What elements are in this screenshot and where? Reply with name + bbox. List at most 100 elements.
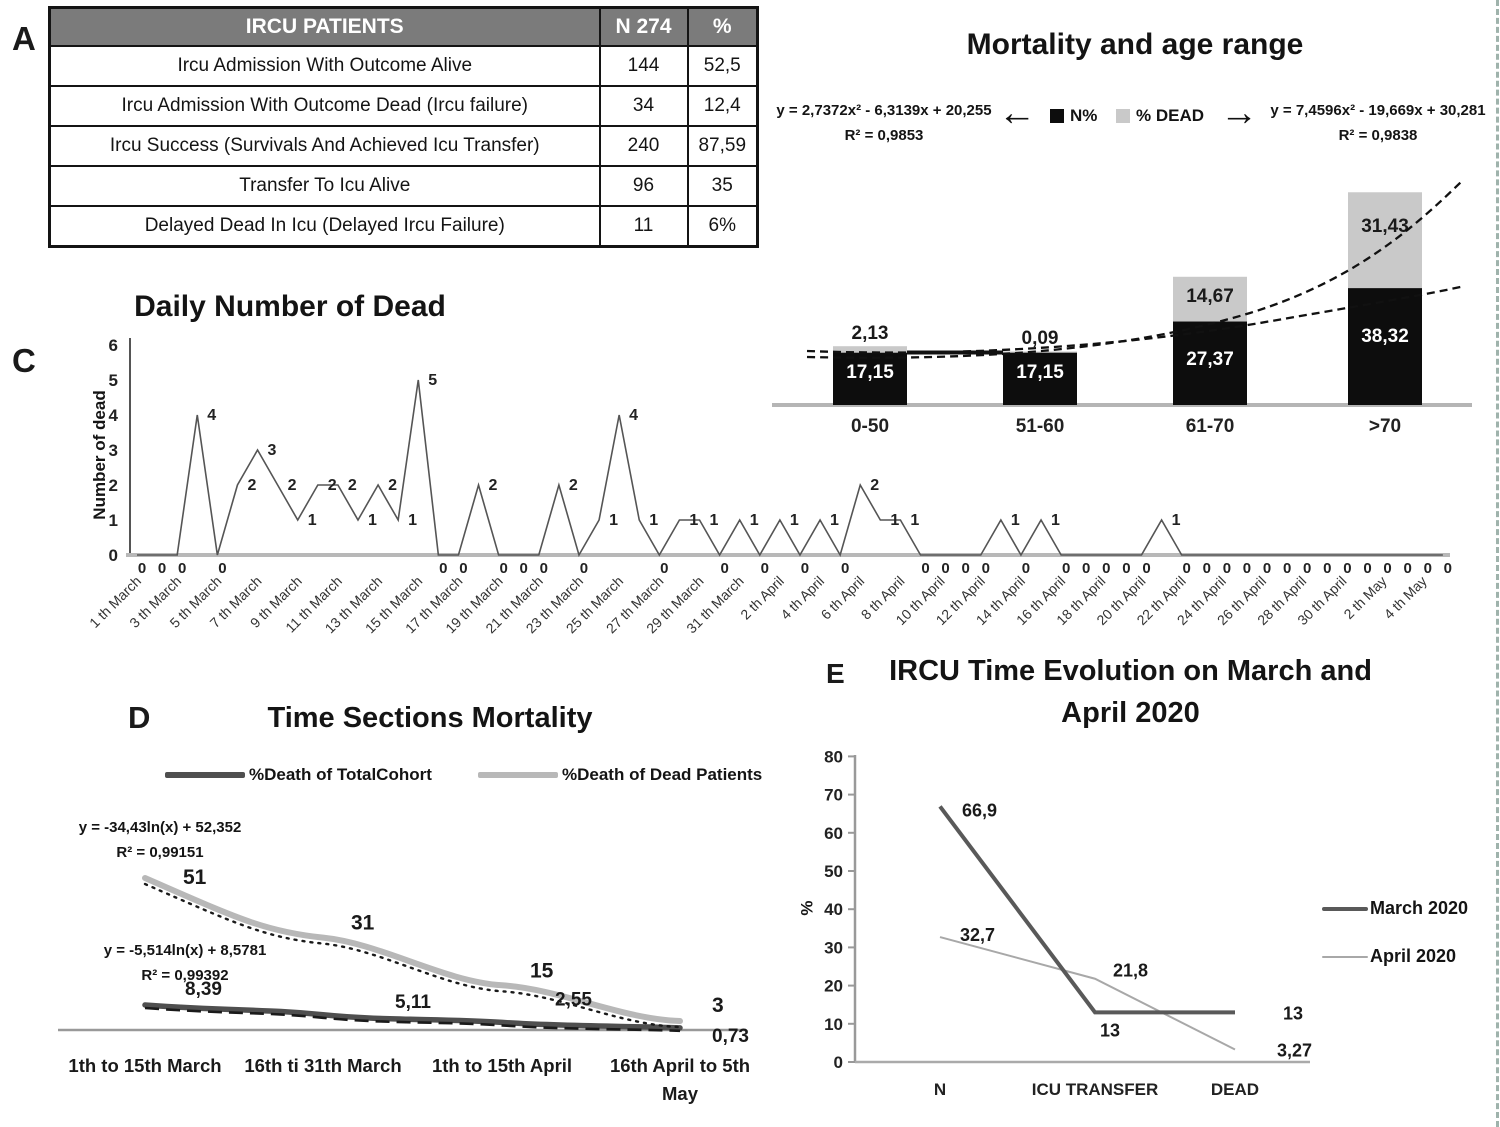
point-label-zero: 0: [499, 560, 507, 577]
dead-patients-legend-label: %Death of Dead Patients: [562, 765, 763, 784]
sections-legend-dead: %Death of Dead Patients: [478, 765, 762, 785]
trend-curve-dead: [806, 179, 1464, 359]
cohort-value-label: 0,73: [712, 1026, 749, 1047]
y-tick-label: 3: [109, 441, 118, 460]
point-label-zero: 0: [218, 560, 226, 577]
bar-label-n: 38,32: [1361, 326, 1409, 347]
y-tick-label: 40: [824, 900, 843, 919]
age-legend-n: N%: [1050, 106, 1097, 126]
row-pct: 35: [686, 165, 759, 207]
time-sections-line-chart: 51 31 15 3 8,39 5,11 2,55 0,73 1th to 15th March…: [58, 866, 750, 1104]
dead-patients-line: [142, 875, 683, 1025]
trend-dotted-dead: [143, 882, 682, 1029]
point-label: 1: [689, 512, 698, 529]
point-label-zero: 0: [540, 560, 548, 577]
point-label-zero: 0: [921, 560, 929, 577]
table-header-row: IRCU PATIENTS N 274 %: [48, 6, 759, 47]
age-trend-right-equation: y = 7,4596x² - 19,669x + 30,281 R² = 0,9…: [1256, 98, 1500, 148]
point-label: 2: [348, 477, 357, 494]
sections-chart-title: Time Sections Mortality: [267, 702, 593, 734]
bar-segment-dead: [1173, 276, 1247, 322]
bar-segment-n: [1173, 321, 1247, 405]
point-label-zero: 0: [1403, 560, 1411, 577]
evolution-legend-april: April 2020: [1322, 946, 1456, 967]
y-tick-label: 1: [109, 511, 118, 530]
march-value-label: 13: [1283, 1003, 1303, 1023]
daily-dead-line: [137, 379, 1443, 558]
category-label: 1th to 15th April: [432, 1055, 572, 1076]
category-label: 51-60: [1016, 416, 1065, 437]
x-tick-label: 4 th May: [1381, 573, 1430, 622]
point-label-zero: 0: [1343, 560, 1351, 577]
point-label-zero: 0: [1424, 560, 1432, 577]
x-tick-label: 4 th April: [777, 573, 827, 623]
point-label-zero: 0: [1444, 560, 1452, 577]
point-label: 1: [609, 512, 618, 529]
category-label: May: [662, 1083, 699, 1104]
point-label: 2: [328, 477, 337, 494]
equation-text: y = -5,514ln(x) + 8,5781: [103, 942, 267, 959]
row-label: Delayed Dead In Icu (Delayed Ircu Failur…: [48, 205, 601, 248]
pct-dead-swatch-icon: [1116, 109, 1130, 123]
category-label: DEAD: [1211, 1080, 1259, 1099]
table-row: Delayed Dead In Icu (Delayed Ircu Failur…: [48, 205, 759, 248]
bar-label-dead: 2,13: [852, 323, 889, 344]
march-line: [938, 805, 1235, 1015]
point-label-zero: 0: [720, 560, 728, 577]
point-label: 1: [308, 512, 317, 529]
sections-legend-cohort: %Death of TotalCohort: [165, 765, 432, 785]
point-label: 1: [890, 512, 899, 529]
point-label-zero: 0: [1122, 560, 1130, 577]
april-legend-label: April 2020: [1370, 946, 1457, 966]
row-n: 96: [598, 165, 689, 207]
point-label: 2: [489, 477, 498, 494]
point-label: 1: [408, 512, 417, 529]
dead-patients-line-swatch-icon: [478, 772, 558, 778]
row-pct: 6%: [686, 205, 759, 248]
row-n: 144: [598, 45, 689, 87]
march-value-label: 66,9: [962, 800, 997, 820]
evolution-title-line2: April 2020: [1061, 697, 1200, 729]
trend-curve-n: [806, 284, 1466, 354]
y-tick-label: 0: [834, 1053, 843, 1072]
row-label: Ircu Admission With Outcome Dead (Ircu f…: [48, 85, 601, 127]
point-label: 2: [870, 477, 879, 494]
point-label: 1: [1172, 512, 1181, 529]
age-mortality-bar-chart: 17,15 2,13 0-50 17,15 0,09 51-60 27,37 14,67 61-…: [772, 179, 1472, 437]
april-line-swatch-icon: [1322, 955, 1368, 958]
evolution-legend-march: March 2020: [1322, 898, 1468, 919]
y-tick-label: 0: [109, 546, 118, 565]
dead-patients-value-label: 51: [183, 866, 207, 889]
point-label: 5: [428, 372, 437, 389]
cohort-legend-label: %Death of TotalCohort: [249, 765, 432, 784]
april-value-label: 32,7: [960, 925, 995, 945]
point-label-zero: 0: [962, 560, 970, 577]
point-label-zero: 0: [801, 560, 809, 577]
point-label-zero: 0: [941, 560, 949, 577]
daily-chart-title: Daily Number of Dead: [134, 290, 446, 323]
point-label: 1: [750, 512, 759, 529]
point-label-zero: 0: [1142, 560, 1150, 577]
point-label-zero: 0: [660, 560, 668, 577]
april-value-label: 3,27: [1277, 1041, 1312, 1061]
point-label-zero: 0: [1223, 560, 1231, 577]
panel-label-c: C: [12, 342, 36, 379]
dead-patients-value-label: 3: [712, 994, 724, 1017]
bar-label-n: 17,15: [846, 362, 894, 383]
age-legend-dead: % DEAD: [1116, 106, 1204, 126]
point-label-zero: 0: [138, 560, 146, 577]
bar-segment-dead: [1003, 351, 1077, 353]
point-label: 1: [910, 512, 919, 529]
y-tick-label: 80: [824, 747, 843, 766]
march-value-label: 13: [1100, 1020, 1120, 1040]
point-label-zero: 0: [982, 560, 990, 577]
y-tick-label: 20: [824, 977, 843, 996]
point-label-zero: 0: [1303, 560, 1311, 577]
point-label: 2: [388, 477, 397, 494]
table-row: Ircu Success (Survivals And Achieved Icu…: [48, 125, 759, 167]
arrow-right-icon: →: [1220, 92, 1258, 134]
pct-dead-legend-label: % DEAD: [1136, 106, 1205, 125]
category-label: 16th April to 5th: [610, 1055, 750, 1076]
table-row: Ircu Admission With Outcome Alive 144 52,5: [48, 45, 759, 87]
march-line-swatch-icon: [1322, 906, 1368, 911]
